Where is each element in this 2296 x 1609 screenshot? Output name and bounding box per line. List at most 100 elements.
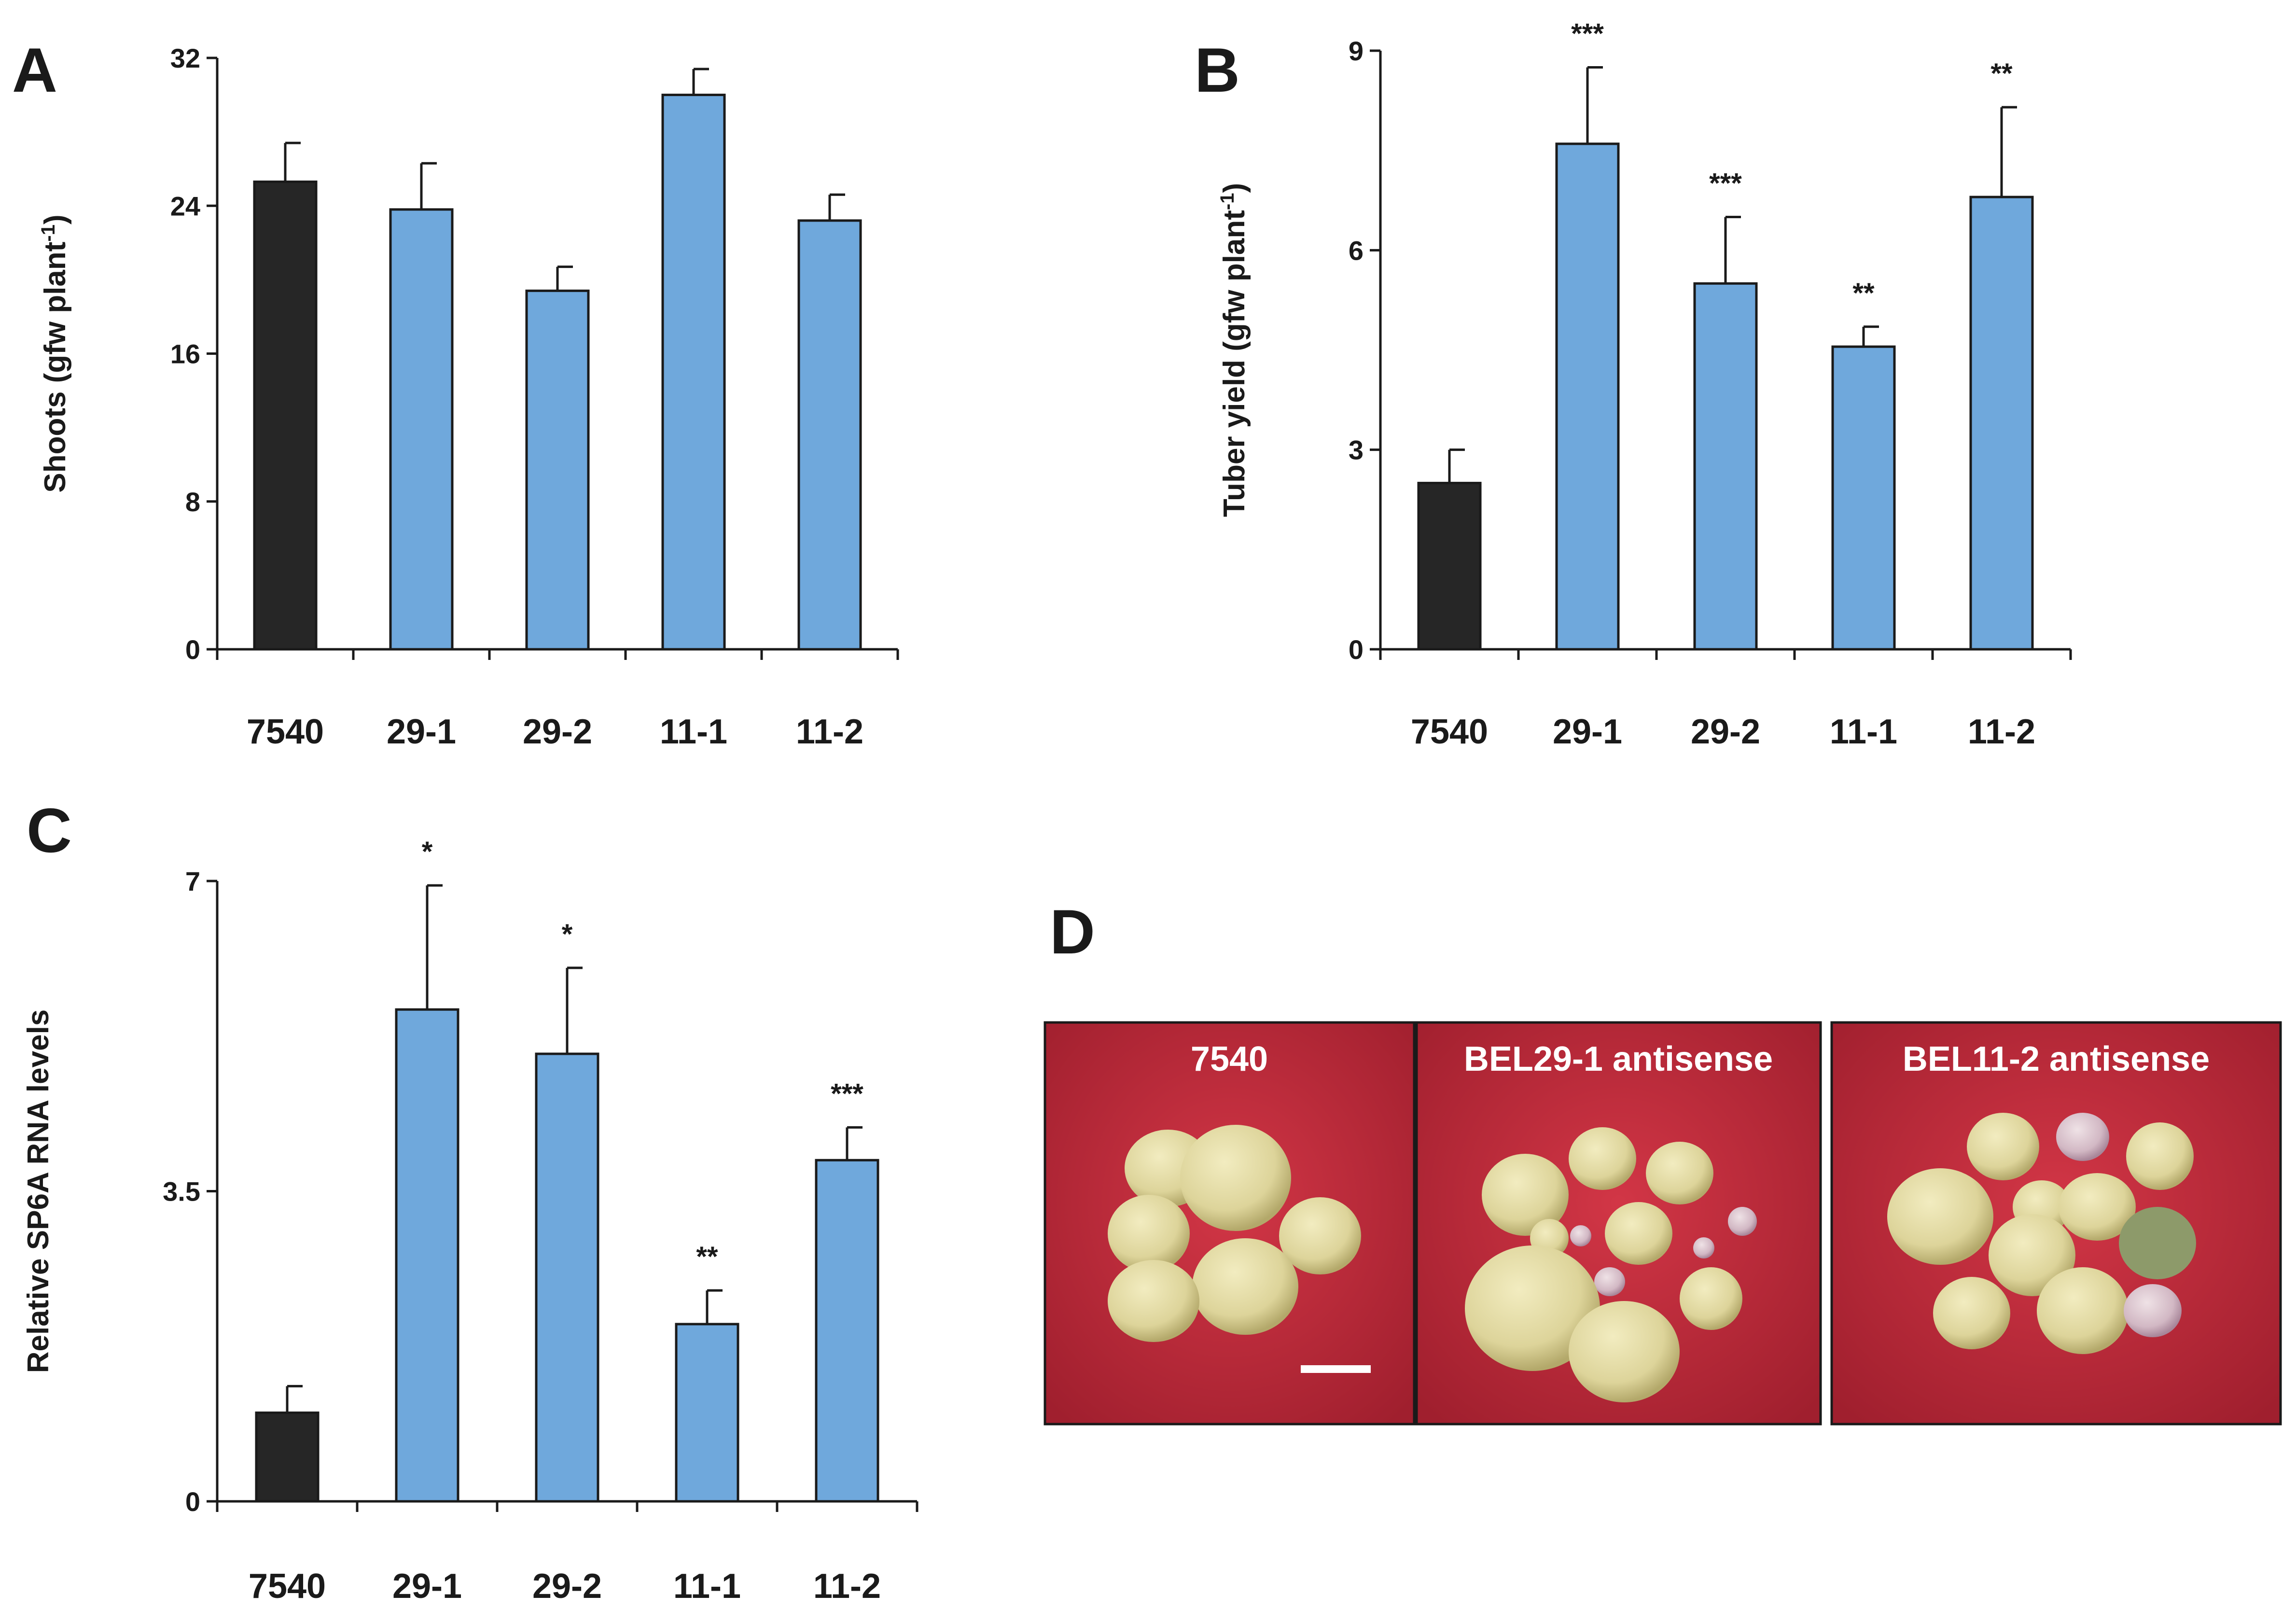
panel-letter-a: A xyxy=(12,35,57,105)
tuber xyxy=(1482,1154,1569,1236)
significance-label: *** xyxy=(1709,168,1742,199)
significance-label: * xyxy=(422,836,433,867)
panel-letter-b: B xyxy=(1195,35,1240,105)
panel-letter-d: D xyxy=(1050,896,1095,967)
significance-label: ** xyxy=(1990,58,2013,89)
chart-b: 0 3 6 9 7540 *** 29-1 *** 29-2 ** 11-1 ** 11-2 Tuber … xyxy=(1217,18,2072,751)
tuber xyxy=(1108,1260,1199,1342)
category-label: 11-2 xyxy=(813,1567,881,1606)
tuber xyxy=(1570,1225,1591,1246)
bar-11-2 xyxy=(1969,196,2034,651)
tuber xyxy=(1605,1202,1672,1265)
bar-29-2 xyxy=(535,1052,599,1503)
category-label: 7540 xyxy=(247,713,324,751)
significance-label: ** xyxy=(1852,278,1875,309)
y-axis-title-superscript: -1 xyxy=(1217,193,1238,210)
significance-label: *** xyxy=(831,1078,863,1109)
y-tick-label: 8 xyxy=(185,487,200,517)
tuber xyxy=(1192,1238,1298,1335)
tuber xyxy=(2059,1173,2136,1241)
photo-7540: 7540 xyxy=(1044,1021,1416,1426)
tuber-cluster xyxy=(1887,1113,2196,1354)
photo-title: 7540 xyxy=(1191,1040,1268,1078)
tuber xyxy=(1967,1113,2039,1180)
y-axis-title: Shoots (gfw plant-1) xyxy=(38,214,72,492)
category-label: 29-1 xyxy=(387,713,456,751)
bar-29-1 xyxy=(395,1008,459,1503)
panel-b: B 0 3 6 9 7540 *** 29-1 *** 29-2 ** 11-1 ** 11-2 Tube… xyxy=(1195,18,2072,751)
category-label: 29-2 xyxy=(523,713,592,751)
category-label: 11-1 xyxy=(660,713,727,751)
tuber xyxy=(1728,1207,1757,1236)
bar-29-2 xyxy=(525,289,590,651)
tuber xyxy=(1594,1267,1625,1296)
chart-a: 0 8 16 24 32 7540 29-1 29-2 11-1 11-2 Shoots (gfw … xyxy=(38,43,899,751)
bar-11-1 xyxy=(1831,345,1896,651)
bar-11-1 xyxy=(675,1323,739,1503)
category-label: 11-1 xyxy=(673,1567,741,1606)
tuber xyxy=(2126,1122,2194,1190)
y-tick-label: 6 xyxy=(1349,235,1364,266)
tuber xyxy=(1569,1301,1680,1402)
y-tick-label: 16 xyxy=(170,339,200,369)
y-tick-label: 0 xyxy=(1349,634,1364,665)
tuber xyxy=(1465,1245,1600,1371)
bar-7540 xyxy=(1417,482,1482,651)
y-axis-title: Relative SP6A RNA levels xyxy=(22,1009,55,1373)
tuber-cluster xyxy=(1108,1125,1361,1342)
category-label: 7540 xyxy=(249,1567,326,1606)
bar-7540 xyxy=(253,180,318,651)
tuber xyxy=(1569,1127,1636,1190)
category-label: 11-1 xyxy=(1830,713,1897,751)
tuber xyxy=(2119,1207,2196,1279)
category-label: 29-1 xyxy=(1553,713,1622,751)
category-label: 29-1 xyxy=(392,1567,462,1606)
bar-11-2 xyxy=(815,1159,879,1503)
y-axis-title: Tuber yield (gfw plant-1) xyxy=(1217,183,1251,517)
significance-label: * xyxy=(562,919,573,950)
chart-c: 0 3.5 7 7540 * 29-1 * 29-2 ** 11-1 *** 11-2 Relative… xyxy=(22,836,918,1606)
panel-c: C 0 3.5 7 7540 * 29-1 * 29-2 ** 11-1 *** 11-2 Relati… xyxy=(22,795,918,1606)
tuber xyxy=(1680,1267,1742,1330)
bar-11-2 xyxy=(797,219,862,651)
photo-title: BEL29-1 antisense xyxy=(1464,1040,1773,1078)
photo-bel11-2-antisense: BEL11-2 antisense xyxy=(1830,1021,2282,1426)
tuber xyxy=(1933,1277,2010,1349)
tuber xyxy=(1279,1197,1361,1274)
y-tick-label: 0 xyxy=(185,1486,200,1517)
category-label: 7540 xyxy=(1411,713,1488,751)
tuber xyxy=(1646,1142,1713,1204)
y-axis-title-superscript: -1 xyxy=(38,224,59,242)
photo-title: BEL11-2 antisense xyxy=(1903,1040,2210,1078)
y-tick-label: 3 xyxy=(1349,435,1364,465)
category-label: 11-2 xyxy=(1968,713,2035,751)
y-tick-label: 0 xyxy=(185,634,200,665)
panel-a: A 0 8 16 24 32 7540 29-1 29-2 11-1 11-2 Shoots (gf… xyxy=(12,35,899,751)
bar-7540 xyxy=(255,1411,320,1503)
category-label: 11-2 xyxy=(796,713,863,751)
bar-29-1 xyxy=(389,208,454,651)
y-tick-label: 24 xyxy=(170,191,200,221)
y-tick-label: 32 xyxy=(170,43,200,73)
y-tick-label: 9 xyxy=(1349,36,1364,66)
panel-d: D 7540 BEL29-1 antisense xyxy=(1044,896,2282,1426)
tuber xyxy=(2056,1113,2109,1161)
significance-label: *** xyxy=(1571,18,1604,49)
bar-29-2 xyxy=(1693,282,1758,651)
tuber-cluster xyxy=(1465,1127,1757,1402)
photo-bel29-1-antisense: BEL29-1 antisense xyxy=(1415,1021,1822,1426)
y-tick-label: 3.5 xyxy=(163,1176,200,1207)
tuber xyxy=(1989,1214,2075,1296)
category-label: 29-2 xyxy=(532,1567,602,1606)
tuber xyxy=(2037,1267,2129,1354)
tuber xyxy=(1887,1168,1993,1265)
bar-11-1 xyxy=(661,94,726,651)
scale-bar xyxy=(1301,1365,1371,1373)
category-label: 29-2 xyxy=(1691,713,1760,751)
bar-29-1 xyxy=(1555,142,1620,651)
tuber xyxy=(1108,1195,1190,1272)
tuber xyxy=(1180,1125,1291,1231)
tuber xyxy=(1693,1237,1714,1259)
panel-letter-c: C xyxy=(27,795,72,866)
